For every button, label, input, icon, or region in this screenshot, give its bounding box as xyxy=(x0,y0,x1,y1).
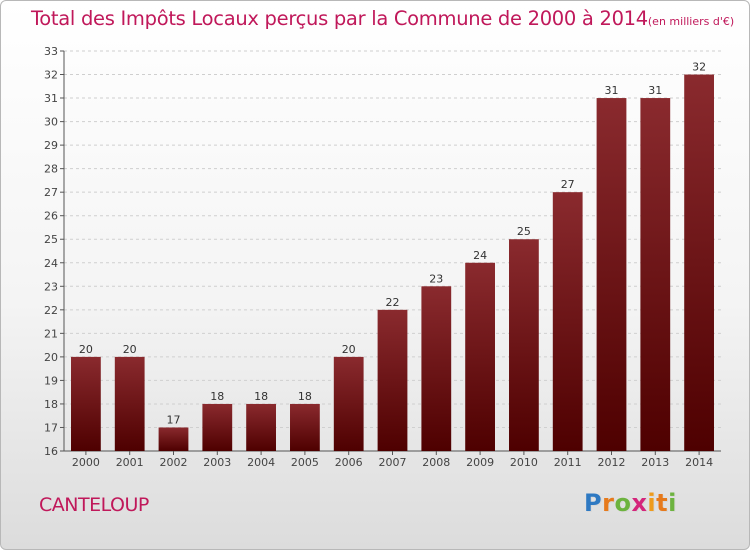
y-tick-label: 18 xyxy=(44,398,58,411)
data-label: 20 xyxy=(342,343,356,356)
y-tick-label: 22 xyxy=(44,304,58,317)
data-label: 18 xyxy=(298,390,312,403)
bar xyxy=(333,356,364,451)
y-tick-label: 30 xyxy=(44,116,58,129)
y-tick-label: 20 xyxy=(44,351,58,364)
data-label: 22 xyxy=(386,296,400,309)
data-label: 31 xyxy=(648,84,662,97)
chart-title: Total des Impôts Locaux perçus par la Co… xyxy=(31,7,734,30)
bar xyxy=(377,309,408,451)
data-labels: 20 20 17 18 18 18 20 22 23 24 25 27 31 31 32 xyxy=(79,61,706,427)
chart-title-text: Total des Impôts Locaux perçus par la Co… xyxy=(31,7,648,30)
bar xyxy=(158,427,189,451)
y-tick-label: 17 xyxy=(44,421,58,434)
logo-letter: r xyxy=(602,489,615,517)
x-tick-label: 2014 xyxy=(685,456,713,469)
x-tick-label: 2003 xyxy=(203,456,231,469)
y-tick-label: 28 xyxy=(44,163,58,176)
logo-letter: o xyxy=(614,489,632,517)
x-tick-label: 2000 xyxy=(72,456,100,469)
data-label: 17 xyxy=(167,413,181,426)
bar xyxy=(421,286,452,451)
bar xyxy=(596,98,627,451)
y-tick-label: 31 xyxy=(44,92,58,105)
bar xyxy=(684,74,714,451)
bar xyxy=(509,239,539,451)
x-tick-label: 2011 xyxy=(554,456,582,469)
logo-letter: i xyxy=(668,489,677,517)
x-tick-label: 2001 xyxy=(116,456,144,469)
y-tick-label: 21 xyxy=(44,327,58,340)
data-label: 18 xyxy=(254,390,268,403)
y-tick-label: 29 xyxy=(44,139,58,152)
data-label: 23 xyxy=(429,272,443,285)
chart-title-unit: (en milliers d'€) xyxy=(647,15,735,28)
data-label: 32 xyxy=(692,61,706,74)
bars xyxy=(71,74,714,452)
y-tick-label: 33 xyxy=(44,45,58,58)
logo-letter: P xyxy=(584,489,603,517)
logo-letter: i xyxy=(647,489,657,517)
data-label: 31 xyxy=(605,84,619,97)
y-tick-label: 26 xyxy=(44,210,58,223)
x-tick-label: 2007 xyxy=(379,456,407,469)
data-label: 27 xyxy=(561,178,575,191)
y-tick-label: 25 xyxy=(44,233,58,246)
x-tick-label: 2013 xyxy=(641,456,669,469)
logo-letter: x xyxy=(631,489,648,517)
proxiti-logo: Proxiti xyxy=(584,489,677,517)
data-label: 20 xyxy=(79,343,93,356)
commune-name: CANTELOUP xyxy=(39,494,149,516)
logo-letter: t xyxy=(656,489,669,517)
bar xyxy=(114,356,145,451)
x-tick-label: 2005 xyxy=(291,456,319,469)
bar xyxy=(202,403,233,451)
x-tick-label: 2008 xyxy=(422,456,450,469)
x-tick-label: 2012 xyxy=(598,456,626,469)
bar xyxy=(71,356,101,451)
y-tick-label: 32 xyxy=(44,69,58,82)
bar xyxy=(290,403,320,451)
x-tick-label: 2004 xyxy=(247,456,275,469)
bar xyxy=(465,262,495,451)
data-label: 20 xyxy=(123,343,137,356)
y-tick-label: 23 xyxy=(44,280,58,293)
y-tick-label: 27 xyxy=(44,186,58,199)
data-label: 25 xyxy=(517,225,531,238)
data-label: 18 xyxy=(210,390,224,403)
bar xyxy=(552,192,583,452)
x-tick-label: 2006 xyxy=(335,456,363,469)
y-tick-label: 19 xyxy=(44,374,58,387)
bar xyxy=(246,403,276,451)
x-tick-label: 2002 xyxy=(160,456,188,469)
bar xyxy=(640,98,671,451)
y-tick-label: 24 xyxy=(44,257,58,270)
y-tick-label: 16 xyxy=(44,445,58,458)
x-tick-label: 2010 xyxy=(510,456,538,469)
data-label: 24 xyxy=(473,249,487,262)
x-tick-label: 2009 xyxy=(466,456,494,469)
